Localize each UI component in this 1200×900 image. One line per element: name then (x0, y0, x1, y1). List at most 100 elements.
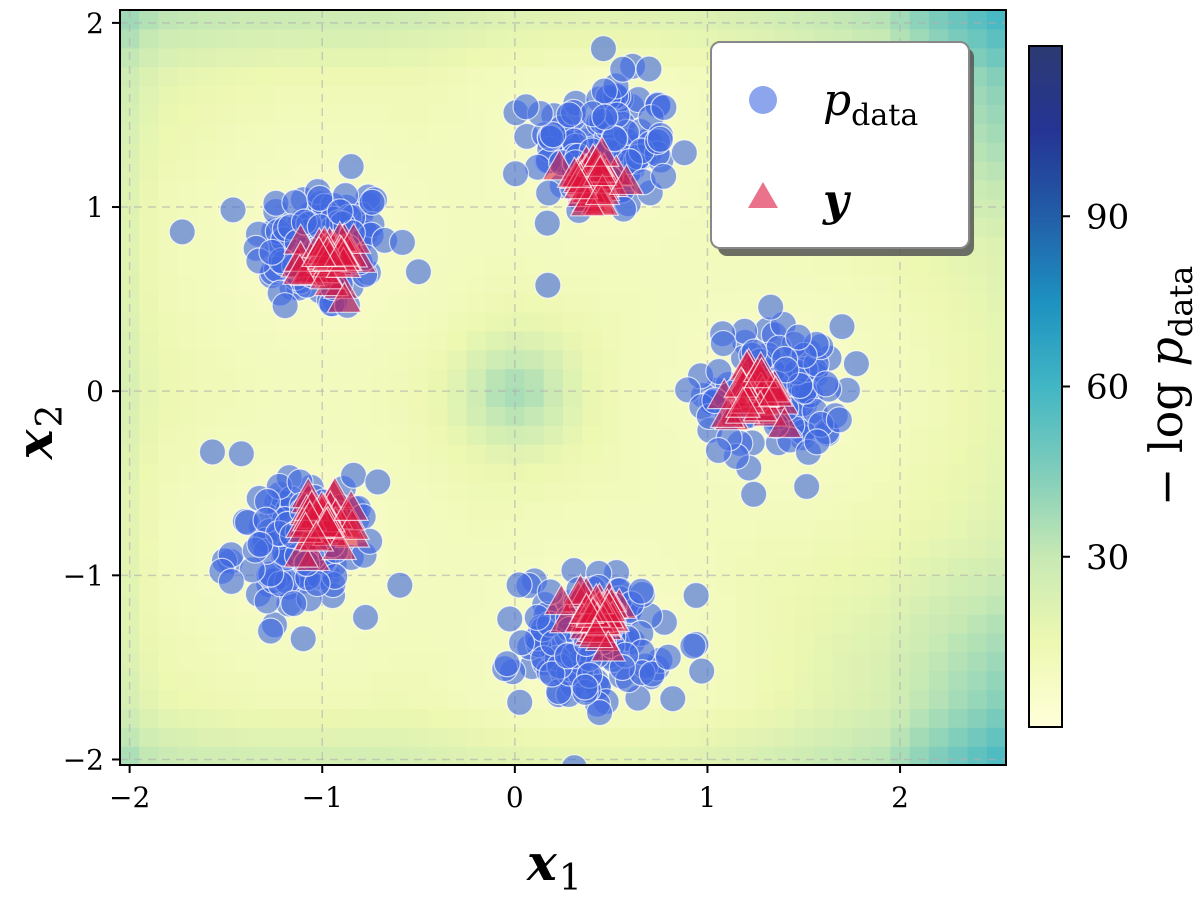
heatmap-cell (293, 708, 314, 728)
heatmap-cell (986, 406, 1006, 426)
heatmap-cell (389, 198, 410, 219)
heatmap-cell (563, 406, 583, 426)
heatmap-cell (543, 500, 564, 521)
heatmap-cell (158, 444, 179, 464)
heatmap-cell (235, 161, 256, 181)
heatmap-cell (851, 689, 872, 709)
heatmap-cell (928, 595, 949, 615)
heatmap-cell (466, 217, 487, 238)
heatmap-cell (389, 312, 410, 332)
heatmap-cell (813, 312, 834, 332)
heatmap-cell (389, 595, 410, 615)
heatmap-cell (851, 727, 872, 747)
heatmap-cell (928, 349, 949, 370)
heatmap-cell (466, 595, 487, 615)
heatmap-cell (505, 66, 526, 87)
heatmap-cell (177, 28, 198, 49)
y-point (282, 535, 320, 568)
heatmap-cell (524, 330, 545, 351)
p-data-point (280, 589, 308, 618)
heatmap-cell (197, 651, 217, 672)
heatmap-cell (408, 179, 429, 200)
heatmap-cell (158, 595, 179, 615)
heatmap-cell (235, 85, 256, 105)
heatmap-cell (601, 500, 622, 521)
heatmap-cell (177, 312, 198, 332)
heatmap-cell (158, 198, 179, 219)
heatmap-cell (774, 538, 795, 558)
heatmap-cell (254, 387, 275, 407)
heatmap-cell (293, 689, 314, 709)
heatmap-cell (197, 85, 217, 105)
heatmap-cell (890, 500, 911, 521)
heatmap-cell (158, 179, 179, 200)
heatmap-cell (986, 123, 1006, 143)
heatmap-cell (158, 463, 179, 483)
heatmap-cell (640, 519, 660, 540)
heatmap-cell (351, 368, 371, 389)
heatmap-cell (197, 689, 217, 709)
p-data-point (364, 468, 392, 496)
heatmap-cell (524, 500, 545, 521)
heatmap-cell (389, 28, 410, 49)
heatmap-cell (774, 519, 795, 540)
heatmap-cell (408, 123, 429, 143)
p-data-point (339, 461, 368, 489)
heatmap-cell (216, 689, 237, 709)
heatmap-cell (813, 576, 834, 596)
heatmap-cell (909, 255, 930, 275)
heatmap-cell (428, 28, 449, 49)
heatmap-cell (293, 161, 314, 181)
heatmap-cell (967, 576, 988, 596)
heatmap-cell (177, 425, 198, 445)
heatmap-cell (659, 444, 680, 464)
heatmap-cell (948, 10, 969, 30)
heatmap-cell (331, 66, 352, 87)
heatmap-cell (351, 330, 371, 351)
heatmap-cell (755, 670, 776, 691)
heatmap-cell (139, 632, 160, 653)
heatmap-cell (120, 708, 140, 728)
heatmap-cell (331, 444, 352, 464)
heatmap-cell (582, 463, 603, 483)
y-point (591, 590, 628, 623)
heatmap-cell (158, 123, 179, 143)
heatmap-cell (235, 651, 256, 672)
heatmap-cell (948, 406, 969, 426)
p-data-point (803, 428, 831, 456)
heatmap-cell (197, 47, 217, 68)
heatmap-cell (851, 614, 872, 634)
heatmap-cell (139, 66, 160, 87)
heatmap-cell (697, 293, 718, 313)
p-data-point (493, 650, 521, 678)
p-data-point (757, 293, 785, 321)
heatmap-cell (755, 595, 776, 615)
heatmap-cell (216, 47, 237, 68)
heatmap-cell (948, 689, 969, 709)
heatmap-cell (447, 10, 468, 30)
heatmap-cell (331, 47, 352, 68)
heatmap-cell (177, 595, 198, 615)
heatmap-cell (216, 85, 237, 105)
heatmap-cell (428, 444, 449, 464)
heatmap-cell (813, 614, 834, 634)
heatmap-cell (813, 727, 834, 747)
heatmap-cell (986, 198, 1006, 219)
heatmap-cell (158, 614, 179, 634)
heatmap-cell (986, 727, 1006, 747)
heatmap-cell (774, 746, 795, 765)
heatmap-cell (582, 406, 603, 426)
heatmap-cell (351, 632, 371, 653)
heatmap-cell (755, 274, 776, 294)
heatmap-cell (389, 142, 410, 162)
heatmap-cell (331, 406, 352, 426)
heatmap-cell (428, 463, 449, 483)
heatmap-cell (485, 444, 506, 464)
heatmap-cell (640, 255, 660, 275)
heatmap-cell (524, 255, 545, 275)
heatmap-cell (158, 161, 179, 181)
heatmap-cell (428, 47, 449, 68)
heatmap-cell (524, 746, 545, 765)
heatmap-cell (582, 255, 603, 275)
heatmap-cell (794, 727, 814, 747)
